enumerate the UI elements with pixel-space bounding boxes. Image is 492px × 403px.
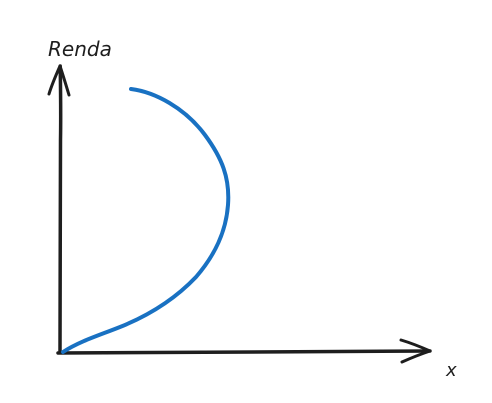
y-axis-arrowhead [47,64,71,97]
y-axis-line [58,64,63,354]
x-axis-line [56,349,432,355]
x-axis-label: x [445,360,457,381]
x-axis-arrowhead [399,338,432,364]
renda-curve [61,87,231,354]
y-axis-label: Renda [48,37,112,61]
